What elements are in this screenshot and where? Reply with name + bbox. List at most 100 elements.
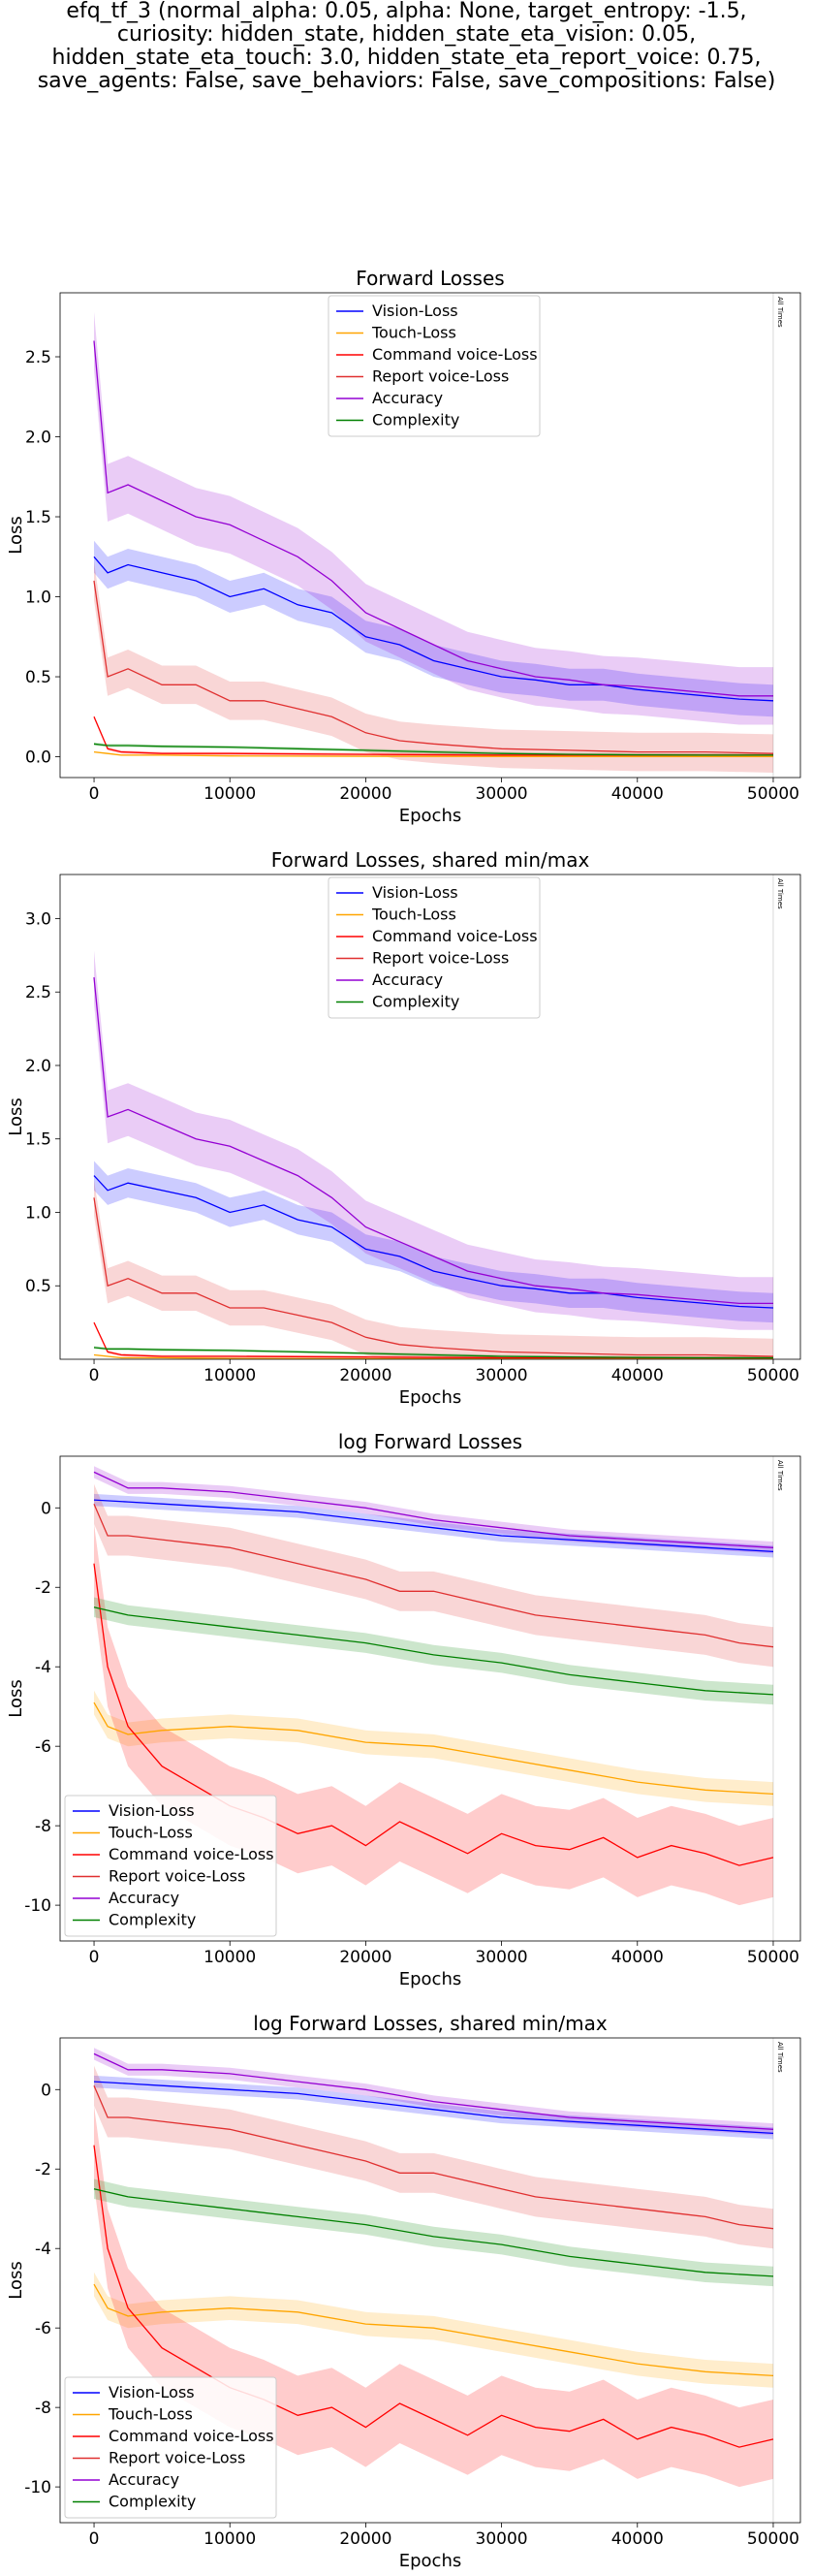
y-axis-label: Loss [6,1097,26,1135]
series-band-report-voice-loss [94,1180,773,1359]
y-tick-label: -10 [24,1896,51,1916]
plot-frame [59,2037,801,2524]
log-forward-losses-shared-chart: log Forward Losses, shared min/max All Ti… [6,2012,801,2571]
series-band-accuracy [94,2048,773,2136]
y-tick-label: 2.5 [25,348,51,367]
y-tick-label: 2.0 [25,429,51,448]
legend: Vision-Loss Touch-Loss Command voice-Loss R… [328,876,541,1019]
log-forward-losses-chart: log Forward Losses All Times 0 10000 20000 30… [6,1430,801,1989]
y-tick-label: -8 [35,1817,51,1836]
legend-label-complexity: Complexity [109,1911,196,1929]
x-tick-label: 20000 [339,1948,391,1967]
legend-label-vision-loss: Vision-Loss [372,883,458,902]
y-tick-label: 0.0 [25,748,51,768]
series-line-touch-loss [93,750,773,758]
y-tick-label: 0.5 [25,1277,51,1296]
x-tick-label: 40000 [611,1948,664,1967]
y-axis-label: Loss [6,2261,26,2299]
all-times-label: All Times [776,878,784,909]
legend-label-complexity: Complexity [372,993,459,1011]
x-tick-label: 50000 [747,1948,799,1967]
series-band-accuracy [94,950,773,1330]
series-band-touch-loss [94,2272,773,2388]
suptitle-line: curiosity: hidden_state, hidden_state_et… [116,22,697,47]
series-line-complexity [93,1606,774,1696]
series-line-report-voice-loss [93,580,774,754]
series-line-accuracy [93,977,773,1305]
chart-title: log Forward Losses [338,1430,522,1453]
legend-label-report-voice-loss: Report voice-Loss [109,1867,245,1886]
x-tick-label: 50000 [747,784,799,804]
series-band-complexity [94,1346,773,1359]
y-tick-label: 1.0 [25,588,51,608]
legend-label-report-voice-loss: Report voice-Loss [109,2449,245,2467]
legend-label-touch-loss: Touch-Loss [108,2405,193,2424]
x-tick-label: 0 [89,1948,100,1967]
legend-label-accuracy: Accuracy [109,2470,179,2489]
plot-area [93,950,774,1359]
legend-label-command-voice-loss: Command voice-Loss [372,345,538,364]
suptitle-line: hidden_state_eta_touch: 3.0, hidden_stat… [51,46,762,70]
series-band-vision-loss [94,540,773,717]
chart-title: log Forward Losses, shared min/max [253,2012,608,2035]
legend-box [64,2376,277,2519]
legend-label-touch-loss: Touch-Loss [371,906,456,924]
legend-box [64,1795,277,1937]
legend: Vision-Loss Touch-Loss Command voice-Loss R… [64,2376,277,2519]
x-tick-label: 0 [89,784,100,804]
y-tick-label: 2.0 [25,1057,51,1076]
legend: Vision-Loss Touch-Loss Command voice-Loss R… [64,1795,277,1937]
x-tick-label: 10000 [203,1948,256,1967]
series-band-report-voice-loss [94,2065,773,2249]
y-tick-label: 1.5 [25,508,51,527]
series-line-command-voice-loss [93,1563,774,1866]
series-line-report-voice-loss [93,2084,774,2230]
forward-losses-shared-chart: Forward Losses, shared min/max All Times 0… [6,848,801,1408]
legend-label-touch-loss: Touch-Loss [108,1824,193,1842]
suptitle-line: efq_tf_3 (normal_alpha: 0.05, alpha: Non… [66,0,747,23]
y-tick-label: 0.5 [25,668,51,687]
forward-losses-chart: Forward Losses All Times 0 10000 20000 30000 4… [6,267,801,826]
series-band-report-voice-loss [94,561,773,773]
legend-label-command-voice-loss: Command voice-Loss [109,1845,274,1863]
series-line-complexity [93,2188,774,2277]
legend-label-vision-loss: Vision-Loss [109,1801,195,1820]
legend-label-accuracy: Accuracy [372,389,443,407]
legend-label-accuracy: Accuracy [109,1889,179,1907]
series-line-vision-loss [93,2081,774,2135]
x-tick-label: 30000 [476,1948,528,1967]
x-tick-label: 20000 [339,784,391,804]
y-tick-label: 2.5 [25,983,51,1002]
y-tick-label: 1.0 [25,1203,51,1223]
x-tick-label: 0 [89,2529,100,2549]
series-band-report-voice-loss [94,1483,773,1668]
series-line-complexity [93,1347,773,1359]
series-line-vision-loss [93,1175,774,1309]
legend-box [328,876,541,1019]
y-tick-label: -4 [35,2240,51,2259]
x-tick-label: 40000 [611,1366,664,1385]
series-band-complexity [94,2178,773,2287]
series-line-command-voice-loss [93,2145,774,2448]
x-tick-label: 30000 [476,2529,528,2549]
chart-title: Forward Losses [356,267,504,290]
y-tick-label: -4 [35,1658,51,1677]
y-tick-label: -8 [35,2399,51,2418]
x-tick-label: 20000 [339,2529,391,2549]
plot-frame [59,292,801,779]
legend-label-vision-loss: Vision-Loss [372,302,458,320]
y-tick-label: 3.0 [25,909,51,929]
legend: Vision-Loss Touch-Loss Command voice-Loss R… [328,295,541,437]
x-axis-label: Epochs [399,1969,462,1989]
series-line-vision-loss [93,556,774,702]
all-times-label: All Times [776,297,784,328]
x-tick-label: 20000 [339,1366,391,1385]
series-line-complexity [93,743,773,756]
all-times-label: All Times [776,2042,784,2073]
series-band-command-voice-loss [94,715,773,757]
series-band-accuracy [94,311,773,725]
series-band-command-voice-loss [94,1320,773,1359]
legend-label-command-voice-loss: Command voice-Loss [372,927,538,945]
y-tick-label: 1.5 [25,1130,51,1150]
y-axis-label: Loss [6,516,26,554]
